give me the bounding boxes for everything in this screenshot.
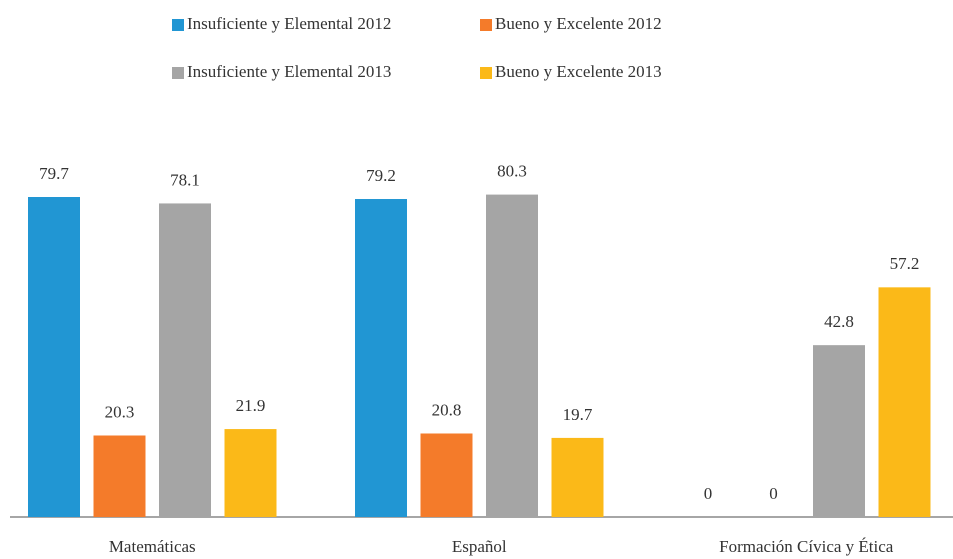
x-tick-label: Matemáticas xyxy=(109,537,196,556)
legend-swatch xyxy=(480,67,492,79)
data-label: 78.1 xyxy=(170,170,200,189)
bar xyxy=(224,429,277,517)
legend-label: Bueno y Excelente 2013 xyxy=(495,62,662,81)
data-label: 79.7 xyxy=(39,164,69,183)
legend-swatch xyxy=(172,67,184,79)
bar xyxy=(420,433,473,517)
bar xyxy=(486,194,538,517)
data-label: 19.7 xyxy=(563,405,593,424)
data-label: 20.8 xyxy=(432,400,462,419)
bar xyxy=(813,345,865,517)
legend-label: Insuficiente y Elemental 2013 xyxy=(187,62,391,81)
legend-swatch xyxy=(480,19,492,31)
bar xyxy=(28,197,80,517)
x-tick-label: Formación Cívica y Ética xyxy=(719,537,894,556)
data-label: 79.2 xyxy=(366,166,396,185)
data-label: 57.2 xyxy=(890,254,920,273)
bar xyxy=(878,287,931,517)
legend-swatch xyxy=(172,19,184,31)
bar xyxy=(551,437,604,517)
data-label: 20.3 xyxy=(105,402,135,421)
data-label: 21.9 xyxy=(236,396,266,415)
data-label: 0 xyxy=(704,484,713,503)
data-label: 0 xyxy=(769,484,778,503)
bar xyxy=(159,203,211,517)
bar xyxy=(93,435,146,517)
legend-label: Bueno y Excelente 2012 xyxy=(495,14,662,33)
data-label: 80.3 xyxy=(497,162,527,181)
legend-label: Insuficiente y Elemental 2012 xyxy=(187,14,391,33)
data-label: 42.8 xyxy=(824,312,854,331)
x-tick-label: Español xyxy=(452,537,507,556)
bar xyxy=(355,199,407,517)
